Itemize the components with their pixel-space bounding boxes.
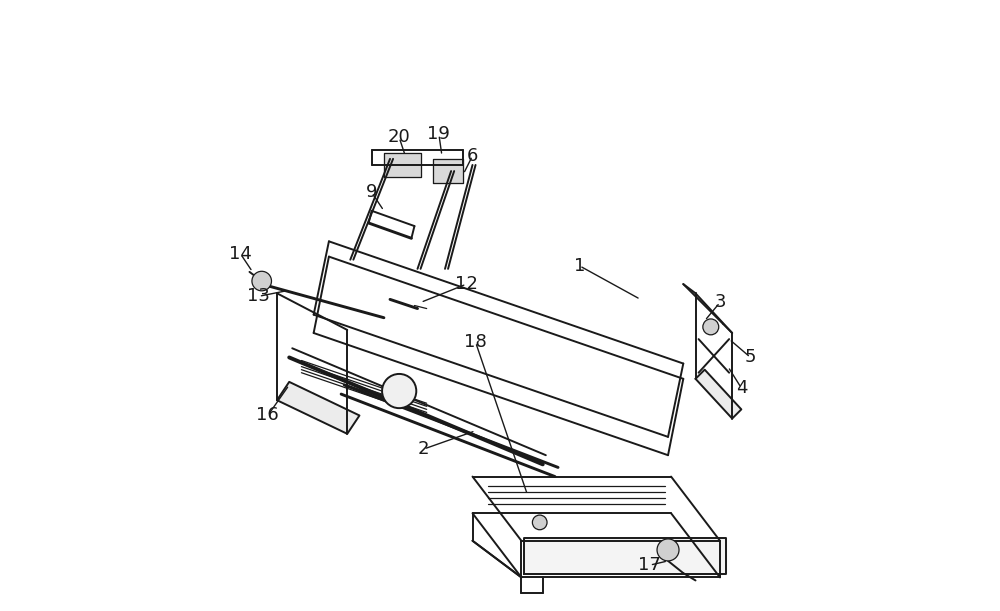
Text: 12: 12 <box>455 275 478 293</box>
Text: 16: 16 <box>256 406 279 425</box>
Text: 13: 13 <box>247 287 270 306</box>
Polygon shape <box>524 538 726 574</box>
Text: 4: 4 <box>736 379 747 397</box>
Circle shape <box>703 319 719 335</box>
Text: 14: 14 <box>229 244 252 263</box>
Polygon shape <box>384 153 421 177</box>
Text: 2: 2 <box>418 440 429 458</box>
Polygon shape <box>277 382 359 434</box>
Text: 1: 1 <box>574 257 585 275</box>
Circle shape <box>657 539 679 561</box>
Text: 20: 20 <box>388 128 411 147</box>
Text: 5: 5 <box>745 348 756 367</box>
Text: 19: 19 <box>427 125 450 144</box>
Text: 18: 18 <box>464 333 487 351</box>
Polygon shape <box>433 159 463 183</box>
Circle shape <box>532 515 547 530</box>
Text: 3: 3 <box>714 293 726 312</box>
Polygon shape <box>696 370 741 419</box>
Text: 17: 17 <box>638 556 661 574</box>
Text: 6: 6 <box>467 147 478 165</box>
Circle shape <box>252 271 271 291</box>
Text: 9: 9 <box>366 183 377 202</box>
Circle shape <box>382 374 416 408</box>
